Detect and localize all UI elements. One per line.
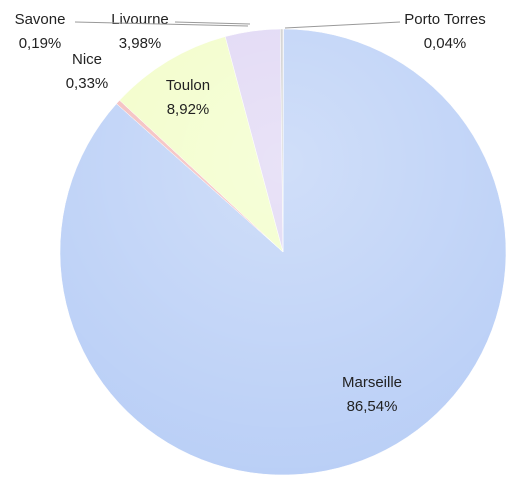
leader-line	[74, 21, 249, 27]
leader-line	[174, 21, 251, 25]
data-label-name: Marseille	[342, 374, 402, 391]
data-label-value: 0,19%	[19, 35, 62, 52]
data-label-name: Livourne	[111, 11, 169, 28]
data-label-value: 3,98%	[119, 35, 162, 52]
data-label-name: Toulon	[166, 77, 210, 94]
pie	[59, 28, 507, 476]
data-label-name: Porto Torres	[404, 11, 485, 28]
data-label-value: 0,33%	[66, 75, 109, 92]
leader-line	[284, 21, 401, 29]
data-label-value: 8,92%	[167, 101, 210, 118]
data-label-name: Nice	[72, 51, 102, 68]
data-label-name: Savone	[15, 11, 66, 28]
labels: Porto Torres 0,04% Marseille 86,54% Nice 0,33…	[15, 11, 486, 415]
data-label-value: 0,04%	[424, 35, 467, 52]
data-label-value: 86,54%	[347, 398, 398, 415]
